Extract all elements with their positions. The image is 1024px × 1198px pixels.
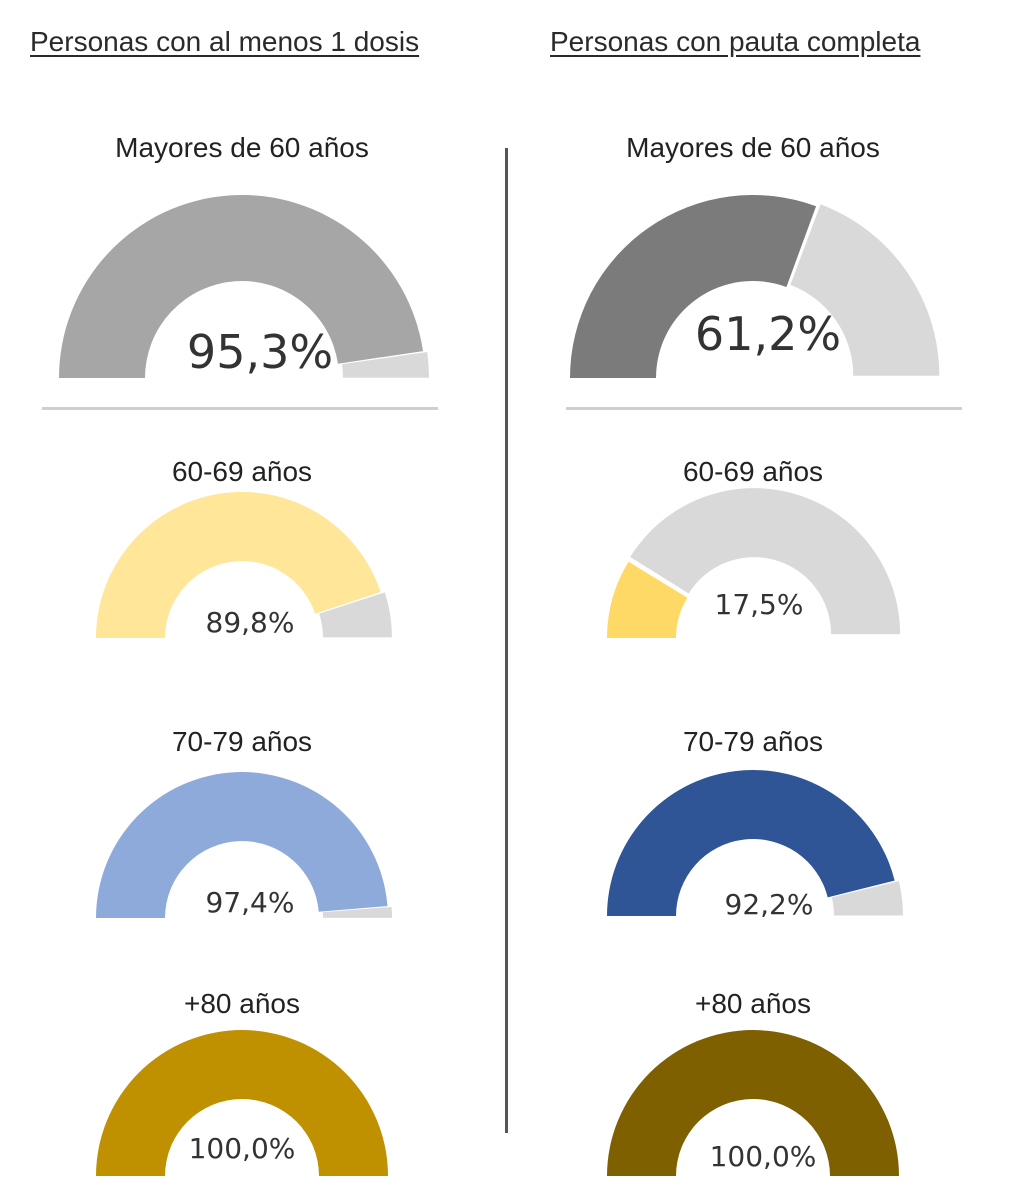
gauge-left-60-69-a-os: 89,8% <box>96 491 392 639</box>
gauge-fill-right-70-79-a-os <box>607 769 895 916</box>
gauge-remainder-right-60-69-a-os <box>630 488 901 635</box>
gauge-value-left-60-69-a-os: 89,8% <box>206 606 295 639</box>
gauge-value-right-70-79-a-os: 92,2% <box>725 888 814 921</box>
gauge-remainder-right-mayores-de-60-a-os <box>790 204 940 376</box>
gauge-value-left-70-79-a-os: 97,4% <box>206 886 295 919</box>
gauge-title-right-60-69-a-os: 60-69 años <box>682 456 824 487</box>
gauge-fill-left-60-69-a-os <box>96 491 381 638</box>
column-divider <box>505 148 508 1133</box>
gauge-left-80-a-os: 100,0% <box>96 1030 388 1176</box>
gauge-right-70-79-a-os: 92,2% <box>607 769 903 921</box>
gauge-remainder-left-mayores-de-60-a-os <box>342 352 429 378</box>
gauge-title-left-80-a-os: +80 años <box>184 988 300 1019</box>
gauge-fill-right-80-a-os <box>607 1030 899 1176</box>
gauge-value-right-60-69-a-os: 17,5% <box>715 588 804 621</box>
gauge-title-right-80-a-os: +80 años <box>695 988 811 1019</box>
gauge-title-left-mayores-de-60-a-os: Mayores de 60 años <box>115 132 369 163</box>
gauge-value-right-mayores-de-60-a-os: 61,2% <box>695 307 841 361</box>
gauge-fill-right-mayores-de-60-a-os <box>570 194 817 378</box>
gauge-title-left-70-79-a-os: 70-79 años <box>171 726 313 757</box>
gauge-fill-left-mayores-de-60-a-os <box>59 194 424 378</box>
gauge-left-mayores-de-60-a-os: 95,3% <box>59 194 429 379</box>
gauge-value-left-mayores-de-60-a-os: 95,3% <box>187 325 333 379</box>
gauge-right-80-a-os: 100,0% <box>607 1030 899 1176</box>
gauge-remainder-right-70-79-a-os <box>831 881 903 916</box>
column-header-full-schedule: Personas con pauta completa <box>550 26 921 57</box>
gauge-title-right-mayores-de-60-a-os: Mayores de 60 años <box>626 132 880 163</box>
gauge-value-right-80-a-os: 100,0% <box>710 1140 817 1173</box>
gauge-right-mayores-de-60-a-os: 61,2% <box>570 194 940 378</box>
gauge-left-70-79-a-os: 97,4% <box>96 772 392 919</box>
gauge-title-left-60-69-a-os: 60-69 años <box>171 456 313 487</box>
gauge-fill-right-60-69-a-os <box>607 561 688 638</box>
gauge-fill-left-80-a-os <box>96 1030 388 1176</box>
gauge-remainder-left-70-79-a-os <box>322 906 392 918</box>
gauge-remainder-left-60-69-a-os <box>319 592 392 638</box>
gauge-title-right-70-79-a-os: 70-79 años <box>682 726 824 757</box>
section-divider-right <box>566 407 962 410</box>
section-divider-left <box>42 407 438 410</box>
gauge-value-left-80-a-os: 100,0% <box>189 1132 296 1165</box>
gauge-fill-left-70-79-a-os <box>96 772 388 918</box>
gauge-right-60-69-a-os: 17,5% <box>607 488 901 638</box>
column-header-at-least-one-dose: Personas con al menos 1 dosis <box>30 26 420 57</box>
